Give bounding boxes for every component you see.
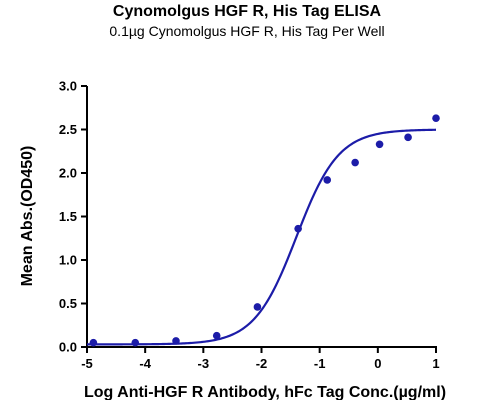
y-tick-label: 0.5 (59, 296, 77, 311)
y-tick-label: 2.0 (59, 166, 77, 181)
y-tick-label: 3.0 (59, 79, 77, 94)
x-tick-label: 1 (432, 356, 439, 371)
x-tick-label: -3 (198, 356, 210, 371)
x-tick-label: -1 (314, 356, 326, 371)
y-tick-label: 1.5 (59, 209, 77, 224)
x-axis-label: Log Anti-HGF R Antibody, hFc Tag Conc.(µ… (84, 384, 446, 400)
x-tick-label: 0 (374, 356, 381, 371)
data-point (253, 303, 262, 311)
data-point (351, 158, 359, 167)
fit-curve (87, 128, 437, 346)
data-point (294, 224, 302, 233)
chart-subtitle: 0.1µg Cynomolgus HGF R, His Tag Per Well (109, 23, 384, 39)
data-point (89, 338, 98, 347)
x-tick-label: -5 (81, 356, 93, 371)
data-point (131, 338, 140, 347)
data-point (432, 114, 440, 122)
data-point (172, 337, 180, 345)
y-axis-label: Mean Abs.(OD450) (19, 146, 36, 287)
data-point (375, 140, 384, 149)
x-tick-label: -2 (256, 356, 268, 371)
data-point (323, 176, 332, 184)
y-tick-label: 2.5 (59, 122, 77, 137)
plot-area: 0.0 0.5 1.0 1.5 2.0 2.5 3.0 -5 -4 -3 -2 -1 0 1 (59, 79, 440, 371)
data-point (404, 133, 412, 142)
x-tick-label: -4 (139, 356, 151, 371)
y-tick-label: 1.0 (59, 253, 77, 268)
y-tick-label: 0.0 (59, 340, 77, 355)
data-point (212, 331, 221, 340)
chart-title: Cynomolgus HGF R, His Tag ELISA (113, 3, 382, 20)
